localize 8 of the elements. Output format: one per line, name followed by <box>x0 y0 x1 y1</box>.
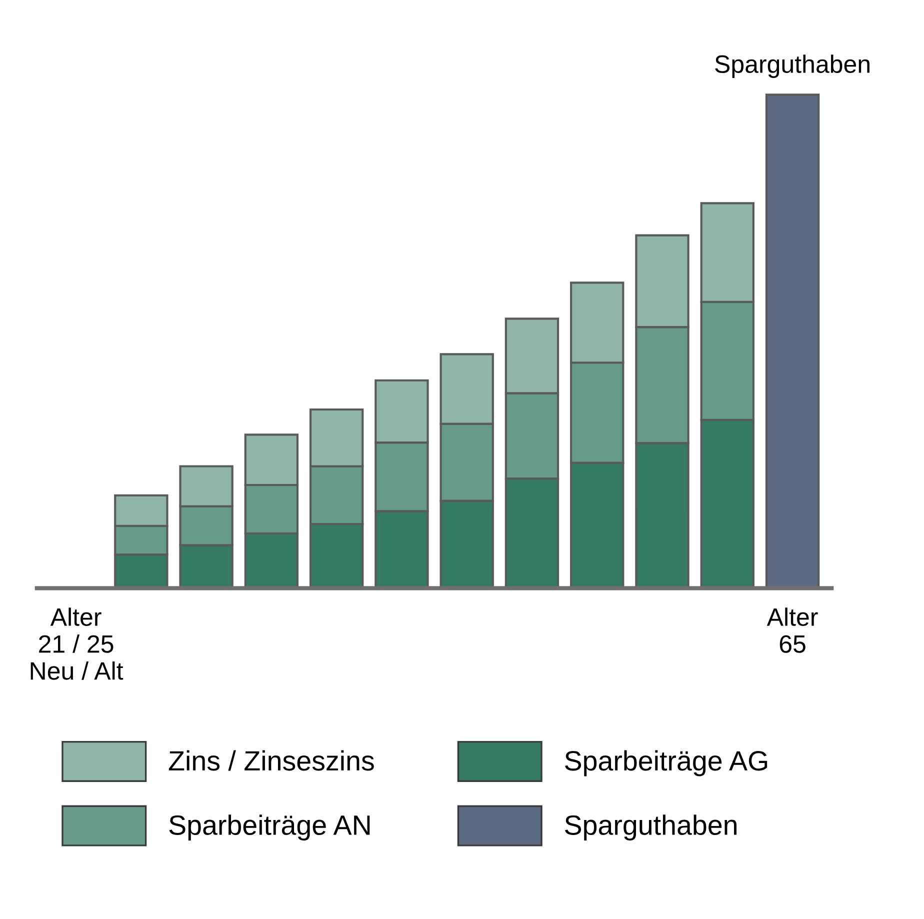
bar <box>765 94 820 588</box>
legend-label: Sparbeiträge AN <box>169 814 370 840</box>
legend-label: Sparbeiträge AG <box>565 750 768 776</box>
x-tick-label: Alter 65 <box>766 608 818 653</box>
legend-label: Zins / Zinseszins <box>168 750 374 771</box>
x-tick-label: Alter 21 / 25 Neu / Alt <box>30 608 124 680</box>
annotation: Sparguthaben <box>715 54 870 78</box>
legend-label: Sparguthaben <box>565 814 736 840</box>
